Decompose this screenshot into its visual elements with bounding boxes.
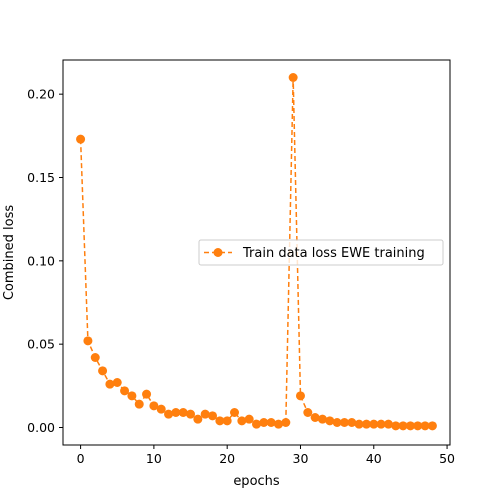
data-point (339, 418, 349, 427)
data-point (303, 408, 313, 417)
data-point (259, 418, 269, 427)
data-point (164, 409, 174, 419)
y-tick-label: 0.05 (27, 337, 55, 352)
data-point (252, 419, 261, 429)
data-point (266, 418, 276, 427)
x-tick-label: 0 (77, 451, 85, 466)
x-tick-label: 40 (366, 451, 382, 466)
x-axis-label: epochs (233, 474, 280, 489)
legend-entry-label: Train data loss EWE training (242, 246, 425, 261)
data-point (325, 416, 335, 426)
ticks-layer: 0 10 20 30 40 50 0.00 0.05 0.10 0.15 0.20 (27, 87, 455, 466)
x-tick-label: 20 (219, 451, 235, 466)
y-axis-label: Combined loss (2, 205, 17, 301)
legend-box (198, 239, 444, 266)
data-point (200, 409, 210, 419)
data-point (134, 399, 144, 409)
data-point (149, 401, 159, 411)
data-point (76, 134, 86, 144)
data-point (347, 418, 357, 427)
data-point (427, 421, 437, 431)
data-point (215, 416, 225, 426)
data-point (288, 73, 298, 82)
y-tick-label: 0.15 (27, 170, 55, 185)
data-point (120, 386, 130, 396)
data-point (208, 411, 218, 421)
data-point (90, 353, 100, 362)
data-point (295, 391, 305, 401)
data-point (317, 414, 327, 424)
y-tick-label: 0.10 (27, 253, 55, 268)
data-point (186, 409, 196, 419)
data-point (222, 416, 232, 426)
data-point (398, 421, 408, 431)
data-point (310, 413, 320, 422)
data-point (281, 418, 291, 427)
legend: Train data loss EWE training (198, 239, 444, 266)
axes-frame (62, 59, 451, 446)
y-tick-label: 0.00 (27, 420, 55, 435)
legend-marker (213, 248, 223, 257)
data-point (244, 414, 254, 424)
data-point (142, 389, 152, 399)
data-point (193, 414, 203, 424)
data-point (230, 408, 240, 417)
data-point (383, 419, 393, 429)
data-point (156, 404, 166, 414)
x-tick-label: 50 (439, 451, 455, 466)
data-point (83, 336, 93, 346)
data-point (105, 379, 115, 389)
data-point (237, 416, 247, 426)
data-point (376, 419, 386, 429)
data-point (178, 408, 188, 417)
data-point (391, 421, 401, 431)
x-tick-label: 30 (293, 451, 309, 466)
data-point (332, 418, 342, 427)
data-point (413, 421, 423, 431)
data-point (369, 419, 379, 429)
data-point (112, 378, 122, 387)
y-tick-label: 0.20 (27, 87, 55, 102)
data-point (405, 421, 415, 431)
plot-layer (76, 73, 437, 431)
data-point (420, 421, 430, 431)
data-point (273, 419, 283, 429)
x-tick-label: 10 (146, 451, 162, 466)
data-point (361, 419, 371, 429)
data-point (127, 391, 137, 401)
data-point (98, 366, 108, 376)
data-point (171, 408, 181, 417)
data-point (354, 419, 364, 429)
